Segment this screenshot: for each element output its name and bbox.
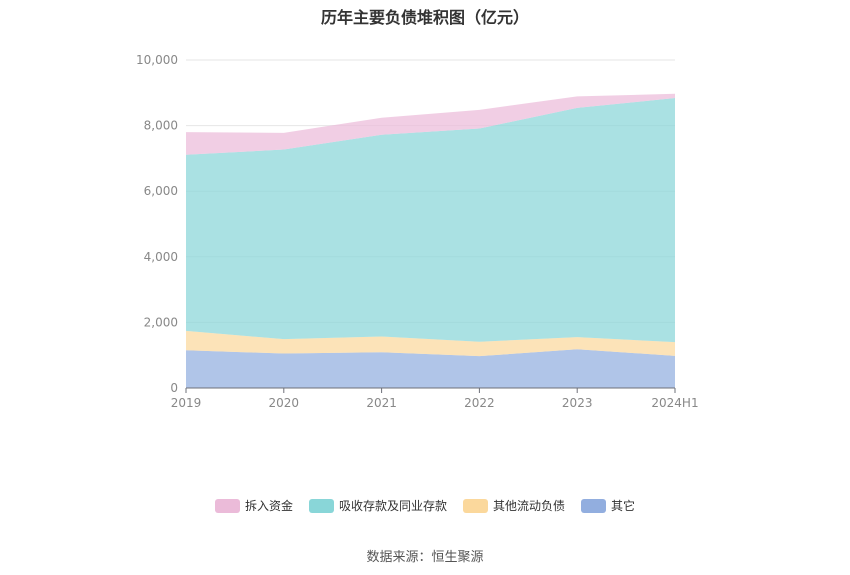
x-tick-label: 2024H1 [651,396,698,410]
legend-swatch [214,498,240,513]
x-tick-label: 2021 [366,396,397,410]
x-tick-label: 2019 [171,396,202,410]
area-series[interactable] [186,93,675,155]
x-tick-label: 2022 [464,396,495,410]
stacked-area-chart: 0 2,000 4,000 6,000 8,000 10,000 2019 2020 2021 2… [136,53,699,410]
area-series[interactable] [186,330,675,357]
legend-item[interactable]: 其他流动负债 [463,497,565,514]
legend-item[interactable]: 其它 [581,497,635,514]
legend-swatch [308,498,334,513]
legend-swatch [581,498,607,513]
area-series[interactable] [186,349,675,388]
y-tick-label: 8,000 [144,119,178,133]
legend-item[interactable]: 拆入资金 [214,497,293,514]
y-tick-label: 10,000 [136,53,178,67]
legend-label: 吸收存款及同业存款 [338,499,447,513]
chart-legend: 拆入资金 吸收存款及同业存款 其他流动负债 其它 [0,497,850,514]
x-tick-label: 2023 [562,396,593,410]
area-series-group [186,93,675,388]
x-tick-label: 2020 [269,396,300,410]
legend-label: 拆入资金 [244,499,293,513]
axes: 0 2,000 4,000 6,000 8,000 10,000 2019 2020 2021 2… [136,53,699,410]
y-tick-label: 0 [170,381,178,395]
y-tick-label: 6,000 [144,184,178,198]
chart-title: 历年主要负债堆积图（亿元） [320,8,529,27]
data-source-note: 数据来源：恒生聚源 [366,550,484,565]
legend-swatch [463,498,488,513]
legend-item[interactable]: 吸收存款及同业存款 [308,497,447,514]
area-series[interactable] [186,98,675,343]
y-tick-label: 4,000 [144,250,178,264]
legend-label: 其它 [611,499,636,513]
y-tick-label: 2,000 [144,315,178,329]
legend-label: 其他流动负债 [493,499,566,513]
